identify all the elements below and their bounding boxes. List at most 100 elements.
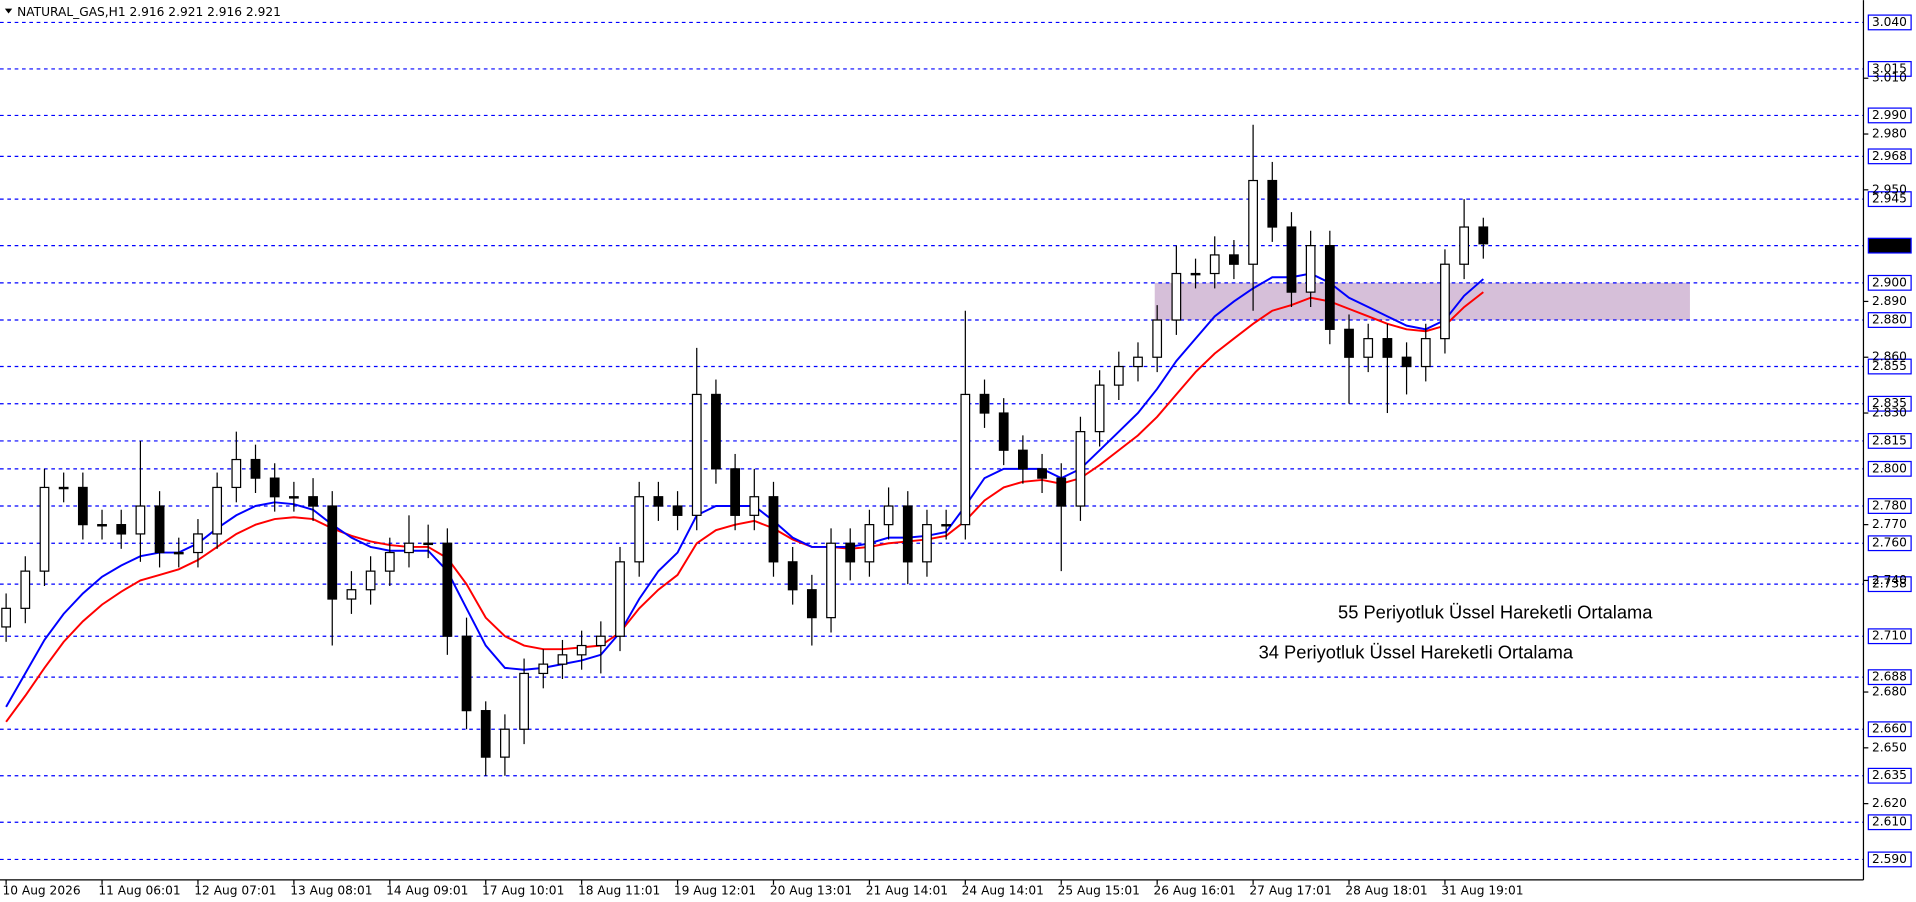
candle-body (1420, 338, 1431, 368)
candle-body (1363, 338, 1374, 358)
x-tick-label: 12 Aug 07:01 (194, 883, 276, 897)
level-label: 2.990 (1872, 108, 1907, 122)
candle-body (1267, 179, 1278, 228)
candle-body (653, 496, 664, 507)
candle-body (39, 486, 50, 572)
level-label-box (1867, 14, 1912, 31)
candle-body (346, 589, 357, 600)
ema-legend: 34 Periyotluk Üssel Hareketli Ortalama (1259, 642, 1574, 663)
candle-body (461, 635, 472, 712)
x-tick-label: 27 Aug 17:01 (1249, 883, 1331, 897)
x-tick-label: 11 Aug 06:01 (98, 883, 180, 897)
level-label: 2.590 (1872, 852, 1907, 866)
candle-body (1075, 431, 1086, 507)
candle-body (922, 524, 932, 563)
candle-body (538, 663, 549, 675)
candle-body (1056, 477, 1067, 507)
candle-body (998, 412, 1009, 451)
x-tick-label: 10 Aug 2026 (2, 883, 80, 897)
level-label-box (1867, 60, 1912, 77)
candle-body (1440, 263, 1450, 340)
level-label-box (1867, 721, 1912, 738)
candle-body (1, 607, 11, 628)
candle-body (1229, 254, 1239, 265)
candle-body (979, 393, 990, 414)
candle-body (154, 505, 165, 554)
candle-body (1459, 226, 1470, 265)
level-label-box (1867, 274, 1912, 291)
candle-body (173, 551, 184, 555)
level-label-box (1867, 498, 1912, 514)
y-tick-label: 2.650 (1872, 740, 1907, 754)
candle-body (423, 542, 434, 546)
level-label-box (1867, 395, 1912, 412)
candle-body (1017, 449, 1028, 470)
level-label: 2.968 (1872, 149, 1907, 163)
candle-body (845, 542, 856, 563)
x-tick-label: 31 Aug 19:01 (1441, 883, 1523, 897)
level-label: 2.855 (1872, 359, 1907, 373)
level-label: 2.835 (1872, 396, 1907, 410)
candle-body (135, 505, 146, 535)
current-price-label-box (1867, 237, 1912, 254)
x-tick-label: 18 Aug 11:01 (578, 883, 660, 897)
level-label-box (1867, 628, 1912, 645)
candle-body (1478, 226, 1489, 245)
candle-body (404, 542, 414, 554)
candle-body (77, 486, 88, 526)
candle-body (691, 393, 702, 516)
level-label: 3.040 (1872, 15, 1907, 29)
x-tick-label: 17 Aug 10:01 (482, 883, 564, 897)
candle-body (1037, 468, 1047, 479)
candle-body (1401, 356, 1412, 368)
candle-body (58, 486, 69, 490)
candle-body (576, 644, 587, 656)
candle-body (711, 393, 721, 470)
candle-body (1190, 272, 1201, 276)
candle-body (941, 524, 952, 527)
candle-body (1305, 245, 1316, 293)
x-tick-label: 13 Aug 08:01 (290, 883, 372, 897)
candle-body (269, 477, 280, 498)
candle-body (883, 505, 894, 526)
x-tick-label: 20 Aug 13:01 (770, 883, 852, 897)
candle-body (1382, 338, 1393, 358)
level-label: 2.760 (1872, 536, 1907, 550)
candle-body (749, 496, 760, 516)
ema-line (5, 291, 1484, 723)
candle-body (1248, 179, 1258, 265)
candle-body (288, 496, 299, 499)
level-label: 2.610 (1872, 815, 1907, 829)
candle-body (116, 524, 127, 535)
level-label-box (1867, 460, 1912, 477)
level-label-box (1867, 535, 1912, 552)
level-label-box (1867, 432, 1912, 449)
candle-body (442, 542, 453, 637)
candle-body (1152, 319, 1163, 358)
candle-body (384, 551, 395, 572)
y-tick-label: 2.860 (1872, 350, 1907, 364)
level-label: 2.815 (1872, 433, 1907, 447)
candle-body (1344, 328, 1354, 358)
candle-body (557, 654, 568, 665)
level-label: 2.710 (1872, 629, 1907, 643)
level-label-box (1867, 107, 1912, 124)
candle-body (365, 570, 376, 591)
level-label: 2.688 (1872, 670, 1907, 684)
candle-body (327, 505, 338, 600)
candle-body (806, 589, 817, 619)
y-tick-label: 2.890 (1872, 294, 1907, 308)
candle-body (1113, 365, 1124, 386)
y-tick-label: 2.830 (1872, 406, 1907, 420)
x-tick-label: 28 Aug 18:01 (1345, 883, 1427, 897)
level-label: 2.900 (1872, 275, 1907, 289)
level-label-box (1867, 312, 1912, 328)
candle-body (193, 533, 203, 554)
candle-body (97, 524, 107, 527)
candle-body (1324, 245, 1335, 330)
level-label: 3.015 (1872, 61, 1907, 75)
candle-body (250, 458, 261, 479)
y-tick-label: 2.680 (1872, 685, 1907, 699)
candle-body (672, 505, 683, 516)
